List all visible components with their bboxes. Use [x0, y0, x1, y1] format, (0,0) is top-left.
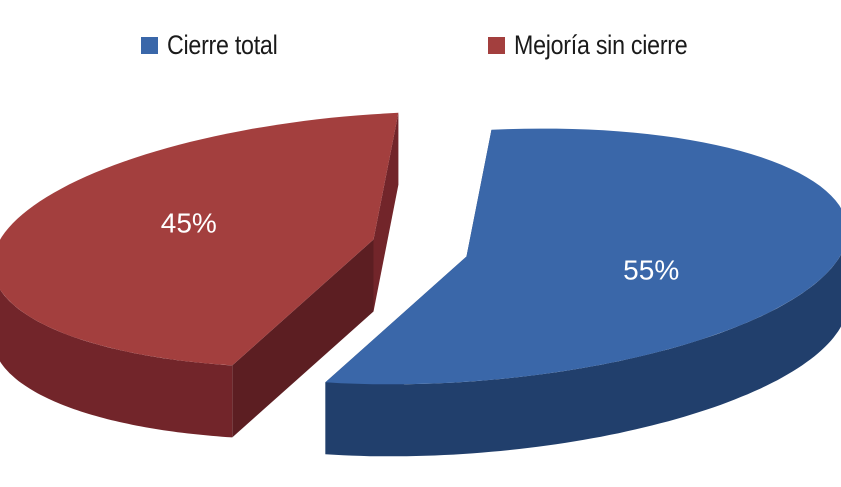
chart-legend: Cierre total Mejoría sin cierre — [0, 30, 841, 66]
slice-top-cierre-total — [325, 128, 841, 385]
legend-label-cierre-total: Cierre total — [167, 30, 278, 60]
legend-item-mejoria-sin-cierre: Mejoría sin cierre — [488, 30, 716, 61]
slice-cierre-total: 55% — [325, 128, 841, 457]
slice-wall-mejoria-sin-cierre-0 — [232, 239, 374, 438]
slice-mejoria-sin-cierre: 45% — [0, 112, 399, 438]
slice-side-mejoria-sin-cierre — [0, 289, 233, 438]
slice-top-mejoria-sin-cierre — [0, 112, 399, 366]
data-label-cierre-total: 55% — [623, 255, 679, 286]
slice-wall-mejoria-sin-cierre-1 — [373, 112, 399, 312]
data-label-mejoria-sin-cierre: 45% — [161, 207, 217, 238]
legend-swatch-mejoria-sin-cierre — [488, 37, 505, 54]
legend-swatch-cierre-total — [141, 37, 158, 54]
slice-side-cierre-total — [325, 254, 841, 457]
legend-label-mejoria-sin-cierre: Mejoría sin cierre — [514, 30, 688, 60]
legend-item-cierre-total: Cierre total — [141, 30, 295, 61]
